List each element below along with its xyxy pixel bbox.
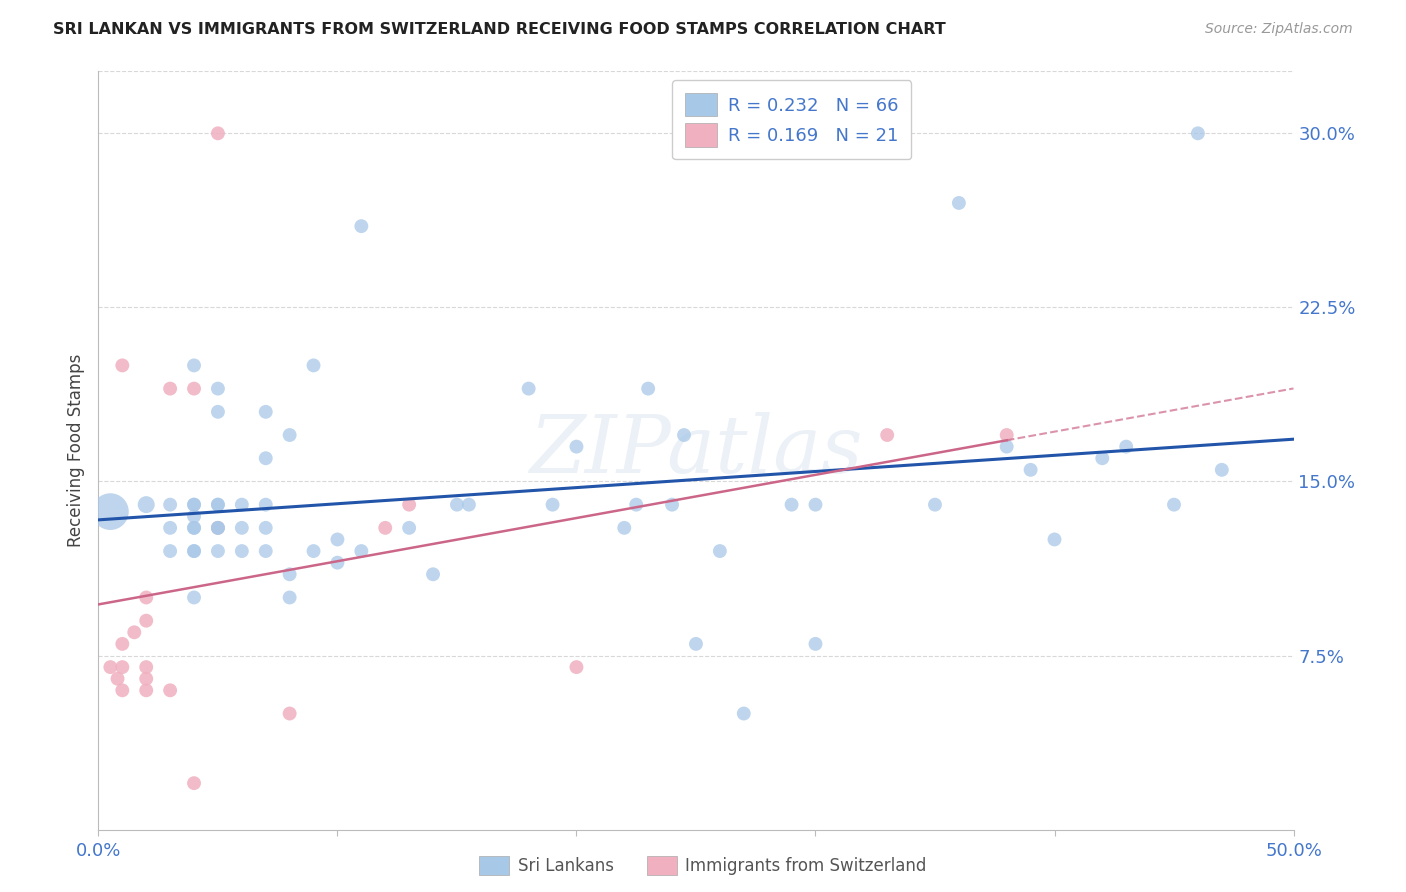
Point	[207, 521, 229, 535]
Point	[685, 637, 707, 651]
Point	[254, 405, 277, 419]
Text: Source: ZipAtlas.com: Source: ZipAtlas.com	[1205, 22, 1353, 37]
Point	[876, 428, 898, 442]
Point	[183, 359, 205, 373]
Point	[278, 567, 301, 582]
Point	[254, 521, 277, 535]
Point	[458, 498, 481, 512]
Point	[159, 683, 181, 698]
Point	[207, 498, 229, 512]
Legend: R = 0.232   N = 66, R = 0.169   N = 21: R = 0.232 N = 66, R = 0.169 N = 21	[672, 80, 911, 160]
Point	[1043, 533, 1066, 547]
Point	[1187, 126, 1209, 140]
Point	[541, 498, 564, 512]
Point	[565, 440, 588, 454]
Point	[111, 637, 134, 651]
Point	[1019, 463, 1042, 477]
Point	[302, 544, 325, 558]
Point	[254, 498, 277, 512]
Point	[350, 219, 373, 234]
Point	[398, 521, 420, 535]
Point	[183, 521, 205, 535]
Y-axis label: Receiving Food Stamps: Receiving Food Stamps	[66, 354, 84, 547]
Point	[183, 498, 205, 512]
Legend: Sri Lankans, Immigrants from Switzerland: Sri Lankans, Immigrants from Switzerland	[471, 847, 935, 884]
Point	[135, 672, 157, 686]
Point	[995, 428, 1018, 442]
Point	[422, 567, 444, 582]
Point	[924, 498, 946, 512]
Point	[565, 660, 588, 674]
Point	[661, 498, 683, 512]
Point	[278, 428, 301, 442]
Point	[135, 683, 157, 698]
Point	[1163, 498, 1185, 512]
Point	[207, 382, 229, 396]
Point	[673, 428, 696, 442]
Point	[98, 660, 122, 674]
Point	[995, 440, 1018, 454]
Point	[517, 382, 540, 396]
Point	[278, 706, 301, 721]
Point	[135, 614, 157, 628]
Point	[626, 498, 648, 512]
Point	[948, 196, 970, 211]
Point	[207, 521, 229, 535]
Point	[183, 509, 205, 524]
Point	[98, 505, 122, 519]
Point	[326, 533, 349, 547]
Text: SRI LANKAN VS IMMIGRANTS FROM SWITZERLAND RECEIVING FOOD STAMPS CORRELATION CHAR: SRI LANKAN VS IMMIGRANTS FROM SWITZERLAN…	[53, 22, 946, 37]
Point	[350, 544, 373, 558]
Point	[1091, 451, 1114, 466]
Point	[207, 521, 229, 535]
Point	[446, 498, 468, 512]
Point	[207, 126, 229, 140]
Point	[326, 556, 349, 570]
Point	[183, 776, 205, 790]
Point	[111, 683, 134, 698]
Point	[207, 405, 229, 419]
Point	[374, 521, 396, 535]
Point	[1211, 463, 1233, 477]
Point	[1115, 440, 1137, 454]
Point	[613, 521, 636, 535]
Point	[159, 498, 181, 512]
Point	[254, 544, 277, 558]
Point	[111, 359, 134, 373]
Point	[159, 382, 181, 396]
Point	[135, 660, 157, 674]
Point	[107, 672, 129, 686]
Point	[183, 544, 205, 558]
Point	[254, 451, 277, 466]
Point	[111, 660, 134, 674]
Point	[135, 591, 157, 605]
Point	[780, 498, 803, 512]
Point	[278, 591, 301, 605]
Point	[804, 637, 827, 651]
Point	[231, 521, 253, 535]
Point	[183, 521, 205, 535]
Point	[183, 498, 205, 512]
Point	[231, 544, 253, 558]
Text: ZIPatlas: ZIPatlas	[529, 412, 863, 489]
Point	[231, 498, 253, 512]
Point	[709, 544, 731, 558]
Point	[183, 591, 205, 605]
Point	[804, 498, 827, 512]
Point	[124, 625, 146, 640]
Point	[135, 498, 157, 512]
Point	[183, 544, 205, 558]
Point	[398, 498, 420, 512]
Point	[159, 521, 181, 535]
Point	[302, 359, 325, 373]
Point	[183, 382, 205, 396]
Point	[637, 382, 659, 396]
Point	[207, 498, 229, 512]
Point	[159, 544, 181, 558]
Point	[733, 706, 755, 721]
Point	[207, 544, 229, 558]
